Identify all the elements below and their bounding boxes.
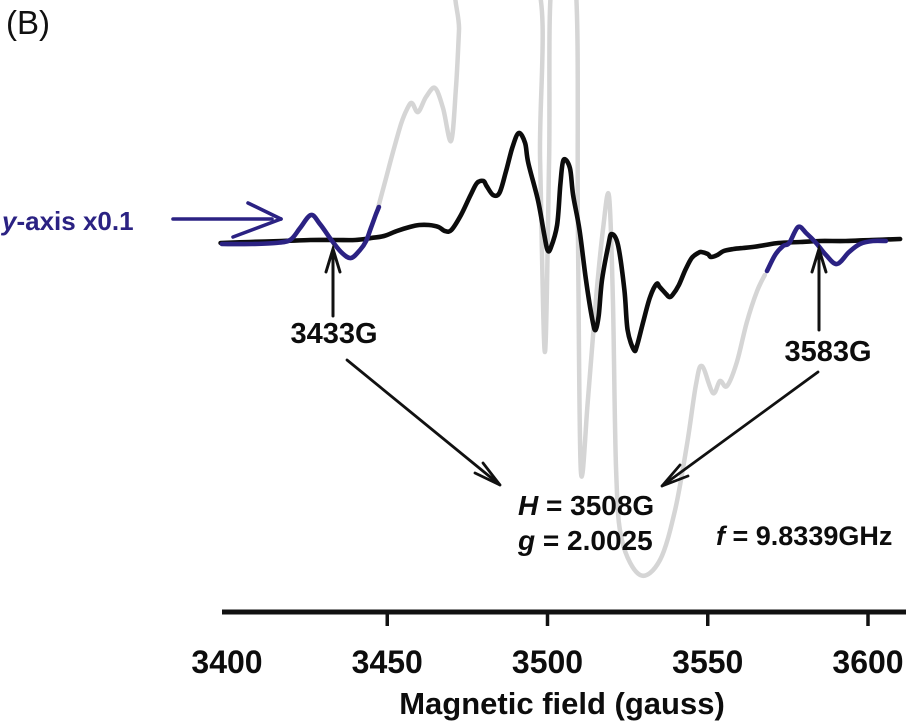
epr-curve-scaled-right (764, 224, 889, 274)
panel-label: (B) (6, 4, 50, 41)
x-axis-tick-label: 3500 (511, 644, 584, 680)
center-field-label: H = 3508G (518, 490, 654, 522)
frequency-symbol: f (716, 521, 725, 551)
center-field-symbol: H (518, 490, 539, 521)
scale-multiplier-label: y-axis x0.1 (2, 206, 134, 237)
scale-label-text: -axis x0.1 (16, 206, 134, 236)
low-field-up-arrow-icon (324, 243, 342, 318)
g-factor-value: = 2.0025 (535, 525, 653, 556)
low-field-line-label: 3433G (290, 318, 378, 350)
high-field-up-arrow-icon (810, 243, 828, 332)
frequency-label: f = 9.8339GHz (716, 521, 892, 552)
scale-pointer-arrow-icon (171, 201, 283, 239)
epr-curve-main (218, 130, 903, 354)
epr-curve-scaled-left (219, 204, 382, 261)
g-factor-symbol: g (518, 525, 536, 556)
scale-label-symbol: y (2, 206, 17, 236)
center-field-value: = 3508G (538, 490, 655, 521)
x-axis-tick-label: 3550 (672, 644, 744, 680)
x-axis-tick-label: 3600 (832, 644, 904, 680)
x-axis-title: Magnetic field (gauss) (399, 686, 725, 721)
x-axis-tick-label: 3450 (351, 644, 423, 680)
x-axis-ticks (385, 612, 870, 626)
x-axis (222, 609, 906, 626)
frequency-value: = 9.8339GHz (725, 521, 893, 551)
x-axis-tick-label: 3400 (191, 644, 263, 680)
left-to-center-arrow-icon (345, 358, 502, 487)
right-to-center-arrow-icon (660, 370, 820, 488)
g-factor-label: g = 2.0025 (518, 525, 653, 557)
high-field-line-label: 3583G (784, 336, 872, 368)
